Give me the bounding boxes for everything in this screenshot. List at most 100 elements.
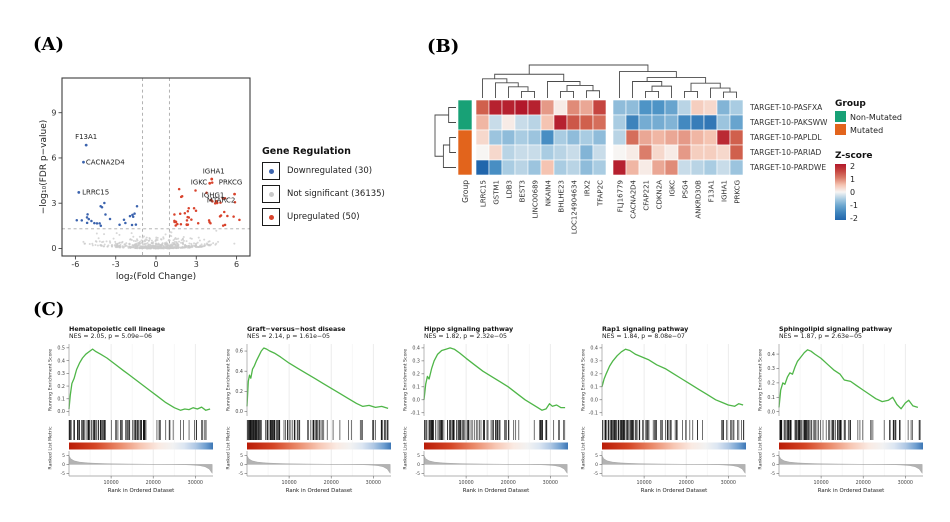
gsea-y-label-top: Running Enrichment Score bbox=[581, 349, 587, 411]
svg-text:5: 5 bbox=[772, 453, 775, 459]
row-label: TARGET-10-PAKSWW bbox=[749, 118, 828, 127]
svg-text:0.3: 0.3 bbox=[57, 371, 65, 377]
svg-text:3: 3 bbox=[51, 199, 56, 208]
svg-text:0.2: 0.2 bbox=[412, 372, 420, 378]
group-annotation-column bbox=[457, 99, 473, 176]
gsea-chart: 0.0 0.2 0.4 0.6 5 0 -5 10000 20000 30000 Rank in O… bbox=[226, 344, 391, 494]
gsea-chart: 0.0 0.1 0.2 0.3 0.4 5 0 -5 10000 20000 30000 Rank i… bbox=[758, 344, 923, 494]
heatmap-cell bbox=[729, 129, 744, 146]
ranked-metric-area bbox=[778, 455, 923, 474]
svg-text:9: 9 bbox=[51, 108, 56, 117]
heatmap-cell bbox=[638, 129, 653, 146]
svg-text:0.0: 0.0 bbox=[412, 397, 420, 403]
col-label: IGKC bbox=[669, 180, 677, 197]
heatmap-cell bbox=[475, 114, 490, 131]
heatmap-cell bbox=[553, 99, 568, 116]
svg-text:-5: -5 bbox=[594, 471, 599, 477]
row-label: TARGET-10-PASFXA bbox=[749, 103, 823, 112]
heatmap-cell bbox=[612, 99, 627, 116]
svg-text:Group: Group bbox=[835, 99, 866, 109]
col-label: ANKRD30B bbox=[695, 180, 703, 219]
svg-text:0.4: 0.4 bbox=[412, 346, 420, 352]
heatmap-cell bbox=[716, 159, 731, 176]
svg-text:0.0: 0.0 bbox=[767, 409, 775, 415]
heatmap-cell bbox=[664, 129, 679, 146]
svg-text:Non-Mutated: Non-Mutated bbox=[850, 113, 902, 122]
heatmap-cell bbox=[664, 159, 679, 176]
svg-text:0.0: 0.0 bbox=[590, 397, 598, 403]
col-label: LOC124904634 bbox=[571, 179, 579, 234]
gene-label: IGKC bbox=[191, 179, 208, 187]
gene-label: MTARC2 bbox=[207, 197, 235, 205]
heatmap-cell bbox=[651, 99, 666, 116]
legend-dot-icon bbox=[268, 191, 274, 197]
svg-text:5: 5 bbox=[595, 453, 598, 459]
gsea-title: Hematopoietic cell lineage bbox=[69, 325, 166, 333]
heatmap-cell bbox=[690, 99, 705, 116]
rank-colorbar bbox=[247, 442, 391, 450]
heatmap-cell bbox=[514, 114, 529, 131]
svg-text:0.2: 0.2 bbox=[590, 372, 598, 378]
svg-text:0: 0 bbox=[417, 462, 420, 468]
svg-text:0.2: 0.2 bbox=[767, 381, 775, 387]
svg-text:0.0: 0.0 bbox=[57, 409, 65, 415]
gsea-x-label: Rank in Ordered Dataset bbox=[463, 488, 530, 494]
heatmap-cell bbox=[540, 129, 555, 146]
svg-text:0.4: 0.4 bbox=[57, 358, 65, 364]
heatmap-panel: TARGET-10-PASFXA TARGET-10-PAKSWW TARGET-1… bbox=[434, 64, 902, 234]
heatmap-cell bbox=[514, 159, 529, 176]
enrichment-curve bbox=[423, 347, 566, 411]
legend-item-label: Not significant (36135) bbox=[287, 189, 385, 199]
heatmap-cell bbox=[703, 144, 718, 161]
gsea-x-label: Rank in Ordered Dataset bbox=[286, 488, 353, 494]
heatmap-cell bbox=[579, 114, 594, 131]
heatmap-cell bbox=[501, 99, 516, 116]
col-label: LDB3 bbox=[506, 180, 514, 199]
heatmap-cell bbox=[501, 159, 516, 176]
legend-item: Not significant (36135) bbox=[262, 185, 385, 203]
gene-hit-rug bbox=[246, 420, 389, 440]
svg-text:30000: 30000 bbox=[188, 480, 203, 486]
gsea-title: Graft−versus−host disease bbox=[247, 325, 346, 333]
gsea-plots-row: Hematopoietic cell lineage NES = 2.05, p … bbox=[0, 325, 950, 510]
svg-text:Z-score: Z-score bbox=[835, 151, 873, 161]
heatmap-cell bbox=[651, 129, 666, 146]
heatmap-cell bbox=[638, 144, 653, 161]
col-label: PRKCG bbox=[734, 180, 742, 204]
col-label: GSTM1 bbox=[493, 180, 501, 205]
heatmap-cell bbox=[540, 114, 555, 131]
gene-label: PRKCG bbox=[219, 179, 243, 187]
heatmap-cell bbox=[729, 114, 744, 131]
heatmap-cell bbox=[475, 99, 490, 116]
heatmap-cell bbox=[579, 144, 594, 161]
svg-text:0.1: 0.1 bbox=[57, 396, 65, 402]
gene-label: F13A1 bbox=[75, 133, 97, 141]
heatmap-cell bbox=[729, 159, 744, 176]
heatmap-cell bbox=[553, 144, 568, 161]
enrichment-curve bbox=[246, 347, 389, 410]
heatmap-cell bbox=[501, 114, 516, 131]
heatmap-cell bbox=[592, 129, 607, 146]
svg-text:30000: 30000 bbox=[543, 480, 558, 486]
svg-text:0: 0 bbox=[62, 462, 65, 468]
panel-b-label: (B) bbox=[427, 36, 460, 57]
gridlines bbox=[444, 344, 551, 476]
svg-text:-5: -5 bbox=[771, 471, 776, 477]
rank-colorbar bbox=[602, 442, 746, 450]
heatmap-cell bbox=[527, 159, 542, 176]
gsea-stats: NES = 1.87, p = 2.63e−05 bbox=[779, 333, 862, 340]
heatmap-cell bbox=[651, 144, 666, 161]
heatmap-cell bbox=[540, 159, 555, 176]
heatmap-cell bbox=[612, 159, 627, 176]
svg-text:-6: -6 bbox=[71, 260, 79, 269]
ranked-metric-area bbox=[601, 455, 746, 474]
heatmap-cell bbox=[651, 159, 666, 176]
heatmap-cell bbox=[475, 144, 490, 161]
svg-text:2: 2 bbox=[850, 162, 855, 171]
gene-label: IGHG1 bbox=[202, 192, 225, 200]
svg-text:0.1: 0.1 bbox=[412, 385, 420, 391]
svg-text:10000: 10000 bbox=[813, 480, 828, 486]
svg-text:0.3: 0.3 bbox=[412, 359, 420, 365]
